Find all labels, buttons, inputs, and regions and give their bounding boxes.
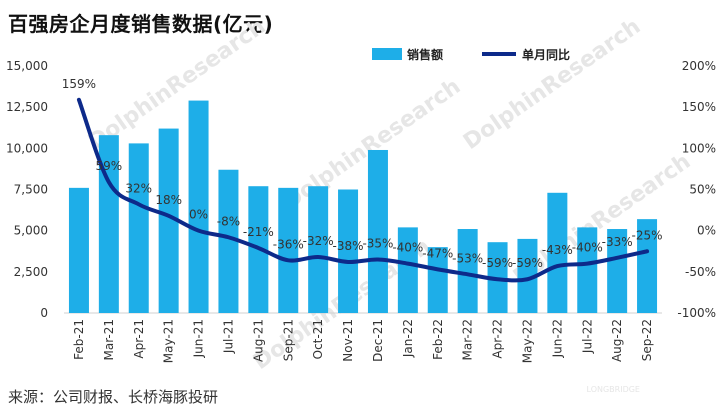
x-tick-label: Feb-22 xyxy=(431,319,445,360)
watermark-brand: LONGBRIDGE xyxy=(587,385,640,394)
bar-Jul-21 xyxy=(218,169,239,313)
x-tick-label: Dec-21 xyxy=(371,319,385,362)
bar-Dec-21 xyxy=(367,149,388,313)
bar-Mar-21 xyxy=(98,135,119,313)
yoy-label: 159% xyxy=(62,77,96,91)
bar-Apr-21 xyxy=(128,143,149,313)
x-tick-label: Feb-21 xyxy=(72,319,86,360)
x-tick-label: Oct-21 xyxy=(311,319,325,359)
watermark-text: DolphinResearch xyxy=(459,14,645,155)
legend-swatch-sales xyxy=(372,48,402,60)
yoy-label: -35% xyxy=(362,236,393,250)
bar-Nov-21 xyxy=(338,189,359,313)
y-right-tick-label: 150% xyxy=(682,100,716,114)
y-right-tick-label: 0% xyxy=(697,224,716,238)
legend-label-yoy: 单月同比 xyxy=(522,47,570,62)
legend: 销售额 单月同比 xyxy=(372,47,570,62)
yoy-label: 18% xyxy=(155,193,182,207)
yoy-label: 32% xyxy=(125,181,152,195)
yoy-label: -25% xyxy=(632,228,663,242)
yoy-label: -47% xyxy=(422,246,453,260)
y-left-tick-label: 7,500 xyxy=(14,183,48,197)
data-labels: 159%59%32%18%0% -8%-21%-36%-32%-38%-35%-4… xyxy=(62,77,663,270)
y-left-tick-label: 0 xyxy=(40,306,48,320)
yoy-label: -36% xyxy=(273,237,304,251)
x-tick-label: May-21 xyxy=(162,319,176,363)
yoy-label: -21% xyxy=(243,225,274,239)
bar-Jun-21 xyxy=(188,100,209,313)
yoy-label: -38% xyxy=(333,239,364,253)
bar-Jan-22 xyxy=(397,227,418,313)
x-tick-label: Sep-21 xyxy=(281,319,295,361)
yoy-label: -59% xyxy=(482,256,513,270)
x-tick-label: Aug-22 xyxy=(610,319,624,362)
x-tick-label: Aug-21 xyxy=(251,319,265,362)
x-tick-label: Mar-21 xyxy=(102,319,116,360)
source-note: 来源：公司财报、长桥海豚投研 xyxy=(8,388,219,406)
yoy-label: -8% xyxy=(217,214,240,228)
line-series xyxy=(76,97,650,283)
x-tick-label: Sep-22 xyxy=(640,319,654,361)
x-tick-label: Jul-22 xyxy=(580,319,594,354)
chart-axes: 0 2,500 5,000 7,500 10,000 12,500 15,000 -100% -… xyxy=(6,59,716,363)
yoy-line xyxy=(76,97,650,283)
y-right-tick-label: -100% xyxy=(677,306,716,320)
y-left-tick-label: 10,000 xyxy=(6,141,48,155)
bar-May-22 xyxy=(517,238,538,313)
yoy-label: -33% xyxy=(602,235,633,249)
y-right-tick-label: -50% xyxy=(685,265,716,279)
yoy-label: -59% xyxy=(512,256,543,270)
bar-Aug-22 xyxy=(607,229,628,313)
bar-May-21 xyxy=(158,128,179,313)
bar-series xyxy=(68,100,658,313)
bar-Feb-21 xyxy=(68,187,89,313)
bar-Feb-22 xyxy=(427,247,448,313)
y-left-tick-label: 2,500 xyxy=(14,265,48,279)
bar-Sep-22 xyxy=(637,219,658,313)
y-left-tick-label: 15,000 xyxy=(6,59,48,73)
yoy-label: 0% xyxy=(189,208,208,222)
x-tick-label: Jun-22 xyxy=(550,319,564,358)
legend-label-sales: 销售额 xyxy=(407,47,443,62)
x-tick-label: Apr-21 xyxy=(132,319,146,359)
bar-Sep-21 xyxy=(278,187,299,313)
bar-Jun-22 xyxy=(547,192,568,313)
yoy-label: -43% xyxy=(542,243,573,257)
yoy-label: -32% xyxy=(303,234,334,248)
yoy-label: -40% xyxy=(392,241,423,255)
chart-title: 百强房企月度销售数据(亿元) xyxy=(8,12,274,36)
x-tick-label: Jul-21 xyxy=(221,319,235,354)
y-right-tick-label: 50% xyxy=(689,183,716,197)
bar-Mar-22 xyxy=(457,229,478,313)
y-left-tick-label: 12,500 xyxy=(6,100,48,114)
bar-Oct-21 xyxy=(308,186,329,313)
x-tick-label: Apr-22 xyxy=(491,319,505,359)
x-tick-label: May-22 xyxy=(520,319,534,363)
yoy-label: -53% xyxy=(452,251,483,265)
yoy-label: 59% xyxy=(96,159,123,173)
yoy-label: -40% xyxy=(572,241,603,255)
x-tick-label: Jan-22 xyxy=(401,319,415,358)
y-right-tick-label: 100% xyxy=(682,141,716,155)
x-tick-label: Nov-21 xyxy=(341,319,355,362)
y-right-tick-label: 200% xyxy=(682,59,716,73)
y-left-tick-label: 5,000 xyxy=(14,224,48,238)
bar-Jul-22 xyxy=(577,227,598,313)
x-tick-label: Jun-21 xyxy=(192,319,206,358)
x-tick-label: Mar-22 xyxy=(461,319,475,360)
